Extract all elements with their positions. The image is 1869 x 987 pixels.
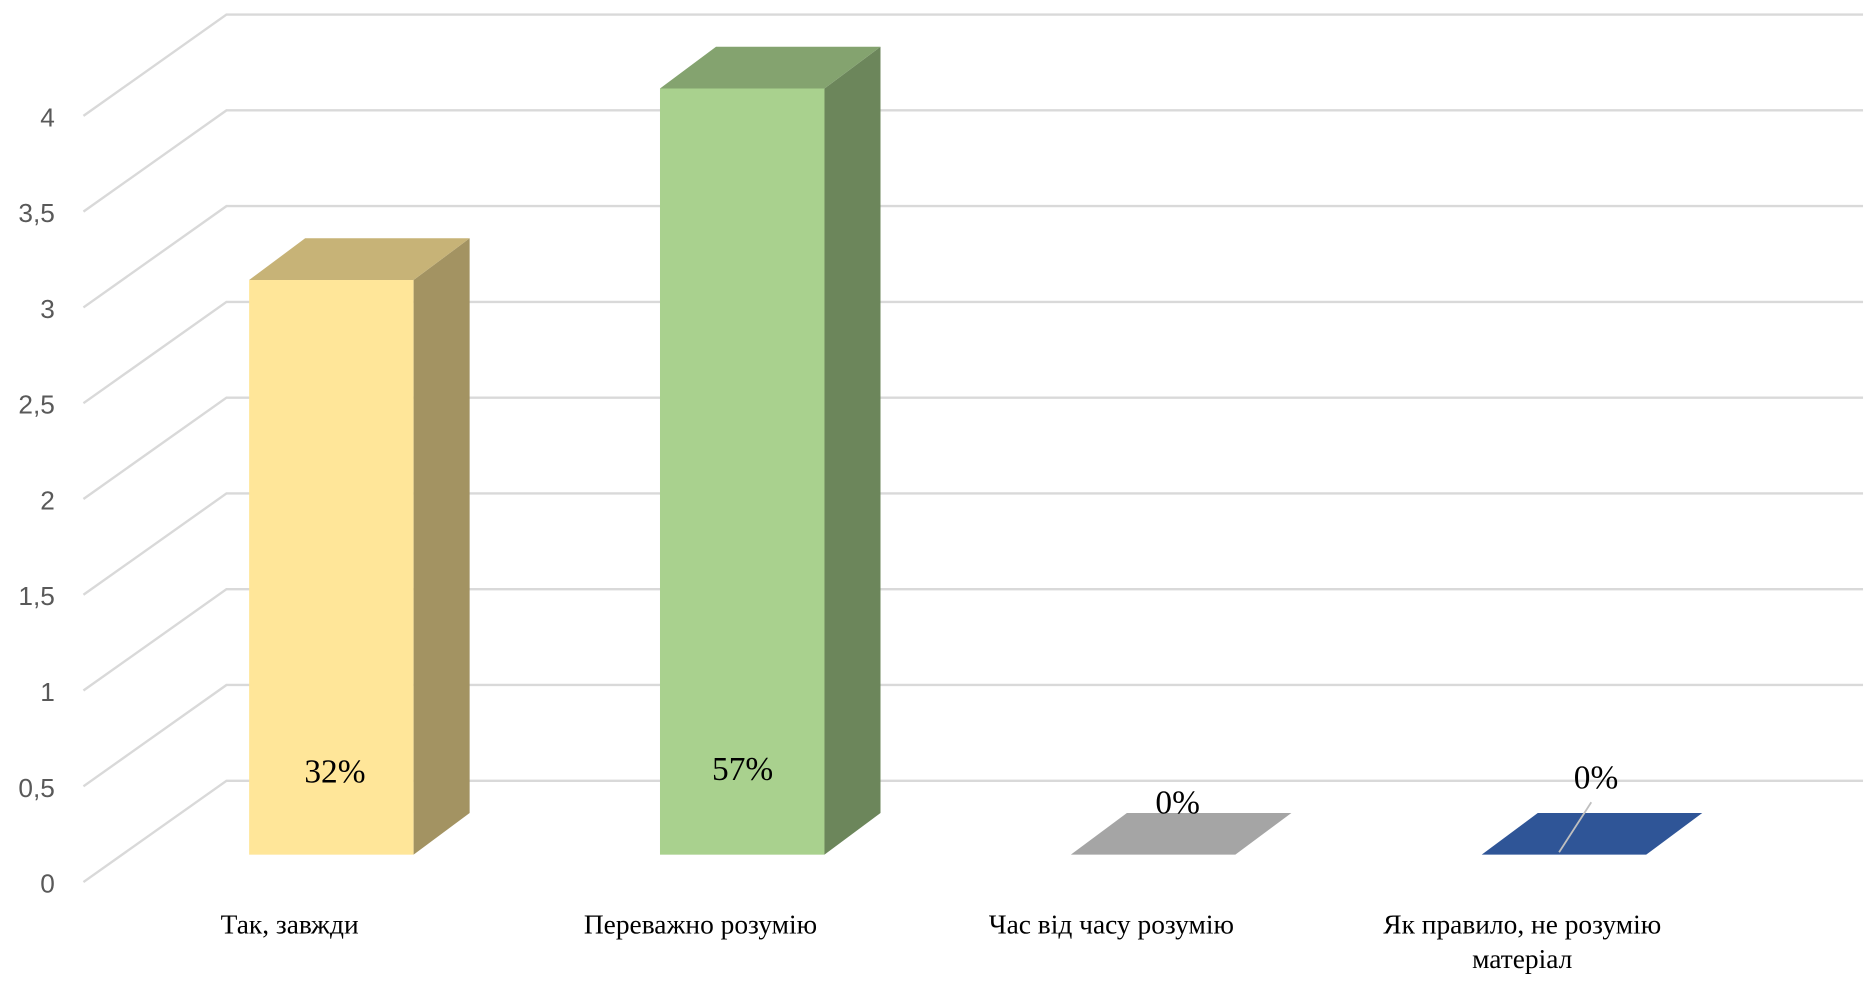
grid-line xyxy=(82,588,1864,692)
y-tick-label: 2 xyxy=(40,485,55,515)
x-label-box: Як правило, не розумію матеріал xyxy=(1383,909,1662,974)
bar-top xyxy=(1070,812,1292,855)
y-tick-label: 0,5 xyxy=(18,773,54,803)
bar-top xyxy=(1481,812,1703,855)
x-tick-label: Так, завжди xyxy=(220,909,359,940)
leader-line xyxy=(1558,801,1593,853)
grid-line xyxy=(82,109,1864,213)
y-tick-label: 1 xyxy=(40,677,55,707)
x-tick-label: Як правило, не розумію матеріал xyxy=(1383,909,1662,974)
grid-line xyxy=(82,779,1864,884)
grid-line xyxy=(82,396,1864,500)
grid-line xyxy=(82,683,1864,788)
bar-front xyxy=(659,88,825,855)
bar-top xyxy=(659,46,881,89)
data-label: 57% xyxy=(712,751,773,788)
data-label: 0% xyxy=(1155,784,1199,821)
x-label-box: Так, завжди xyxy=(220,909,359,940)
data-label: 0% xyxy=(1574,759,1618,796)
grid-line xyxy=(82,13,1864,117)
grid-line xyxy=(82,204,1864,309)
y-tick-label: 4 xyxy=(40,102,55,132)
y-tick-label: 1,5 xyxy=(18,581,54,611)
y-tick-label: 0 xyxy=(40,869,55,899)
y-tick-label: 3 xyxy=(40,294,55,324)
y-tick-label: 3,5 xyxy=(18,198,54,228)
grid-line xyxy=(82,492,1864,596)
x-tick-label: Переважно розумію xyxy=(583,909,818,940)
bar-top xyxy=(249,238,470,281)
bar-front xyxy=(249,280,414,855)
x-label-box: Час від часу розумію xyxy=(988,909,1234,940)
x-tick-label: Час від часу розумію xyxy=(988,909,1234,940)
bar-side xyxy=(824,46,881,855)
x-label-box: Переважно розумію xyxy=(583,909,818,940)
y-tick-label: 2,5 xyxy=(18,390,54,420)
bar-side xyxy=(413,238,470,855)
data-label: 32% xyxy=(304,753,365,790)
grid-line xyxy=(82,300,1864,405)
